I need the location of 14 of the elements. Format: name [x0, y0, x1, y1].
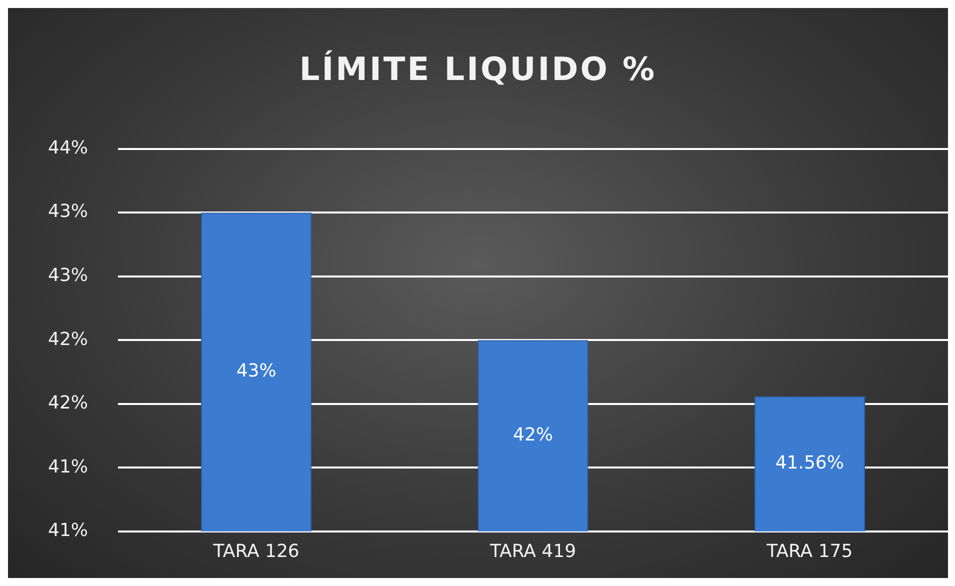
chart-title: LÍMITE LIQUIDO %	[298, 50, 658, 88]
data-label: 42%	[512, 424, 554, 446]
data-label: 43%	[236, 360, 276, 382]
x-tick-label: TARA 175	[766, 540, 853, 562]
x-tick-label: TARA 126	[212, 540, 300, 562]
y-tick-label: 41%	[48, 520, 88, 542]
y-tick-label: 41%	[48, 456, 88, 478]
x-tick-label: TARA 419	[488, 540, 576, 562]
y-tick-label: 43%	[48, 201, 88, 222]
y-tick-label: 43%	[48, 265, 88, 286]
data-label: 41.56%	[775, 452, 844, 474]
y-tick-label: 42%	[48, 392, 88, 414]
y-tick-label: 42%	[48, 328, 88, 350]
y-tick-label: 44%	[48, 137, 88, 158]
